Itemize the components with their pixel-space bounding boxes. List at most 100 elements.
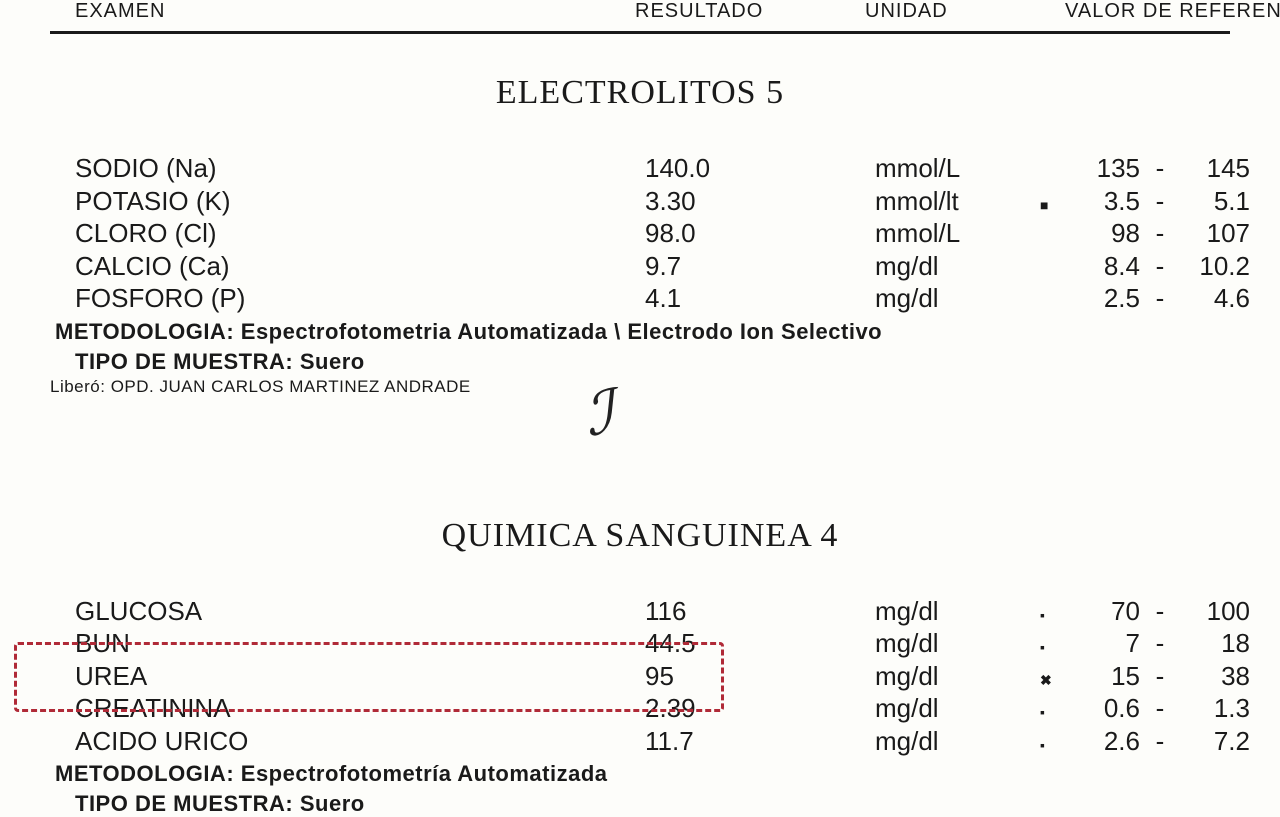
cell-resultado: 2.39 [645, 692, 875, 725]
cell-examen: CLORO (Cl) [50, 217, 645, 250]
metodologia-line: METODOLOGIA: Espectrofotometría Automati… [30, 761, 1250, 787]
table-row: UREA95mg/dl✖15-38 [50, 660, 1230, 693]
table-row: BUN44.5mg/dl▪7-18 [50, 627, 1230, 660]
cell-flag: ▪ [1040, 607, 1075, 625]
muestra-label: TIPO DE MUESTRA: [75, 791, 300, 816]
header-rule [50, 31, 1230, 34]
cell-resultado: 3.30 [645, 185, 875, 218]
cell-unidad: mmol/lt [875, 185, 1040, 218]
ref-min: 3.5 [1075, 185, 1140, 218]
cell-resultado: 116 [645, 595, 875, 628]
cell-reference-range: 7-18 [1075, 627, 1275, 660]
cell-flag: ✖ [1040, 672, 1075, 690]
cell-unidad: mg/dl [875, 660, 1040, 693]
header-resultado: RESULTADO [635, 0, 865, 23]
ref-min: 7 [1075, 627, 1140, 660]
rows: SODIO (Na)140.0mmol/L135-145POTASIO (K)3… [30, 152, 1250, 315]
cell-reference-range: 0.6-1.3 [1075, 692, 1275, 725]
cell-reference-range: 98-107 [1075, 217, 1275, 250]
cell-examen: SODIO (Na) [50, 152, 645, 185]
metodologia-value: Espectrofotometría Automatizada [241, 761, 608, 786]
cell-resultado: 11.7 [645, 725, 875, 758]
cell-reference-range: 2.5-4.6 [1075, 282, 1275, 315]
cell-resultado: 4.1 [645, 282, 875, 315]
cell-reference-range: 15-38 [1075, 660, 1275, 693]
muestra-line: TIPO DE MUESTRA: Suero [30, 349, 1250, 375]
header-unidad: UNIDAD [865, 0, 1065, 23]
ref-max: 4.6 [1180, 282, 1250, 315]
ref-max: 5.1 [1180, 185, 1250, 218]
cell-reference-range: 70-100 [1075, 595, 1275, 628]
ref-dash: - [1140, 627, 1180, 660]
cell-resultado: 95 [645, 660, 875, 693]
table-row: CREATININA2.39mg/dl▪0.6-1.3 [50, 692, 1230, 725]
metodologia-label: METODOLOGIA: [55, 761, 241, 786]
signature-area: ℐ [30, 397, 1250, 477]
ref-max: 10.2 [1180, 250, 1250, 283]
cell-reference-range: 8.4-10.2 [1075, 250, 1275, 283]
cell-flag: ▪ [1040, 704, 1075, 722]
ref-dash: - [1140, 282, 1180, 315]
cell-examen: CALCIO (Ca) [50, 250, 645, 283]
cell-examen: UREA [50, 660, 645, 693]
ref-max: 100 [1180, 595, 1250, 628]
cell-flag: ▪ [1040, 737, 1075, 755]
ref-dash: - [1140, 725, 1180, 758]
metodologia-value: Espectrofotometria Automatizada \ Electr… [241, 319, 882, 344]
ref-min: 2.5 [1075, 282, 1140, 315]
ref-min: 70 [1075, 595, 1140, 628]
cell-flag: ■ [1040, 197, 1075, 215]
ref-min: 8.4 [1075, 250, 1140, 283]
ref-min: 135 [1075, 152, 1140, 185]
ref-max: 107 [1180, 217, 1250, 250]
muestra-line: TIPO DE MUESTRA: Suero [30, 791, 1250, 817]
ref-max: 1.3 [1180, 692, 1250, 725]
ref-min: 15 [1075, 660, 1140, 693]
cell-unidad: mg/dl [875, 595, 1040, 628]
cell-examen: POTASIO (K) [50, 185, 645, 218]
libero-label: Liberó: [50, 377, 111, 396]
ref-dash: - [1140, 152, 1180, 185]
metodologia-line: METODOLOGIA: Espectrofotometria Automati… [30, 319, 1250, 345]
cell-flag: ▪ [1040, 639, 1075, 657]
cell-resultado: 140.0 [645, 152, 875, 185]
column-headers: EXAMEN RESULTADO UNIDAD VALOR DE REFEREN… [30, 0, 1250, 31]
cell-examen: BUN [50, 627, 645, 660]
table-row: POTASIO (K)3.30mmol/lt■3.5-5.1 [50, 185, 1230, 218]
cell-resultado: 9.7 [645, 250, 875, 283]
cell-unidad: mg/dl [875, 250, 1040, 283]
libero-line: Liberó: OPD. JUAN CARLOS MARTINEZ ANDRAD… [30, 377, 1250, 397]
cell-examen: FOSFORO (P) [50, 282, 645, 315]
muestra-value: Suero [300, 349, 365, 374]
section: QUIMICA SANGUINEA 4GLUCOSA116mg/dl▪70-10… [30, 517, 1250, 817]
cell-resultado: 98.0 [645, 217, 875, 250]
ref-min: 2.6 [1075, 725, 1140, 758]
ref-dash: - [1140, 692, 1180, 725]
header-referencia: VALOR DE REFERENC [1065, 0, 1280, 23]
cell-examen: CREATININA [50, 692, 645, 725]
ref-max: 145 [1180, 152, 1250, 185]
table-row: GLUCOSA116mg/dl▪70-100 [50, 595, 1230, 628]
libero-value: OPD. JUAN CARLOS MARTINEZ ANDRADE [111, 377, 471, 396]
cell-examen: GLUCOSA [50, 595, 645, 628]
table-row: FOSFORO (P)4.1mg/dl2.5-4.6 [50, 282, 1230, 315]
cell-examen: ACIDO URICO [50, 725, 645, 758]
ref-min: 98 [1075, 217, 1140, 250]
ref-min: 0.6 [1075, 692, 1140, 725]
metodologia-label: METODOLOGIA: [55, 319, 241, 344]
ref-dash: - [1140, 660, 1180, 693]
cell-unidad: mg/dl [875, 282, 1040, 315]
cell-reference-range: 135-145 [1075, 152, 1275, 185]
rows: GLUCOSA116mg/dl▪70-100BUN44.5mg/dl▪7-18U… [30, 595, 1250, 758]
section: ELECTROLITOS 5SODIO (Na)140.0mmol/L135-1… [30, 74, 1250, 477]
cell-resultado: 44.5 [645, 627, 875, 660]
ref-dash: - [1140, 250, 1180, 283]
section-title: QUIMICA SANGUINEA 4 [30, 517, 1250, 555]
ref-max: 38 [1180, 660, 1250, 693]
cell-reference-range: 2.6-7.2 [1075, 725, 1275, 758]
ref-max: 18 [1180, 627, 1250, 660]
cell-reference-range: 3.5-5.1 [1075, 185, 1275, 218]
table-row: CALCIO (Ca)9.7mg/dl8.4-10.2 [50, 250, 1230, 283]
ref-dash: - [1140, 217, 1180, 250]
cell-unidad: mg/dl [875, 692, 1040, 725]
